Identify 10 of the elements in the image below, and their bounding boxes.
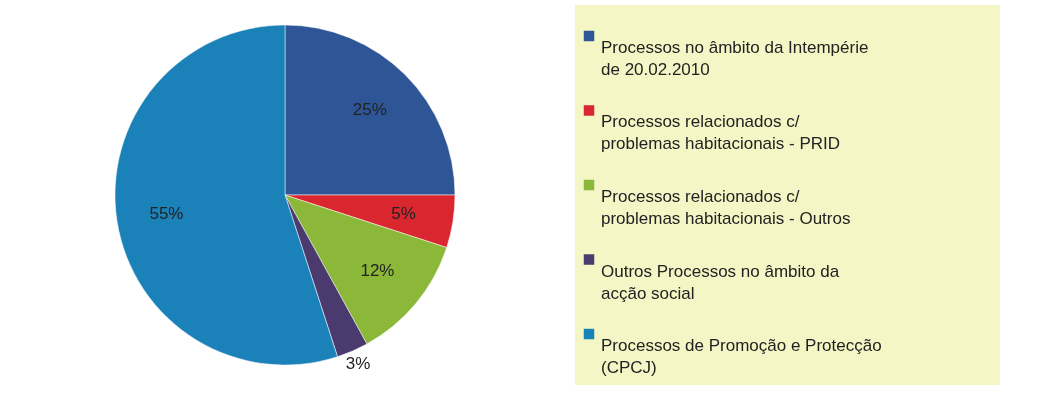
data-label: 55% <box>149 203 184 223</box>
legend-label: Processos de Promoção e Protecção (CPCJ) <box>601 336 882 378</box>
legend-label: Processos no âmbito da Intempérie de 20.02.2010 <box>601 37 869 79</box>
legend-label: Outros Processos no âmbito da acção social <box>601 261 840 303</box>
legend-label: Processos relacionados c/ problemas habitacionais - PRID <box>601 112 841 154</box>
data-label: 12% <box>360 261 395 281</box>
data-label: 25% <box>352 100 387 120</box>
data-label: 5% <box>391 203 416 223</box>
data-label: 3% <box>345 353 371 373</box>
legend-label: Processos relacionados c/ problemas habitacionais - Outros <box>601 187 851 228</box>
